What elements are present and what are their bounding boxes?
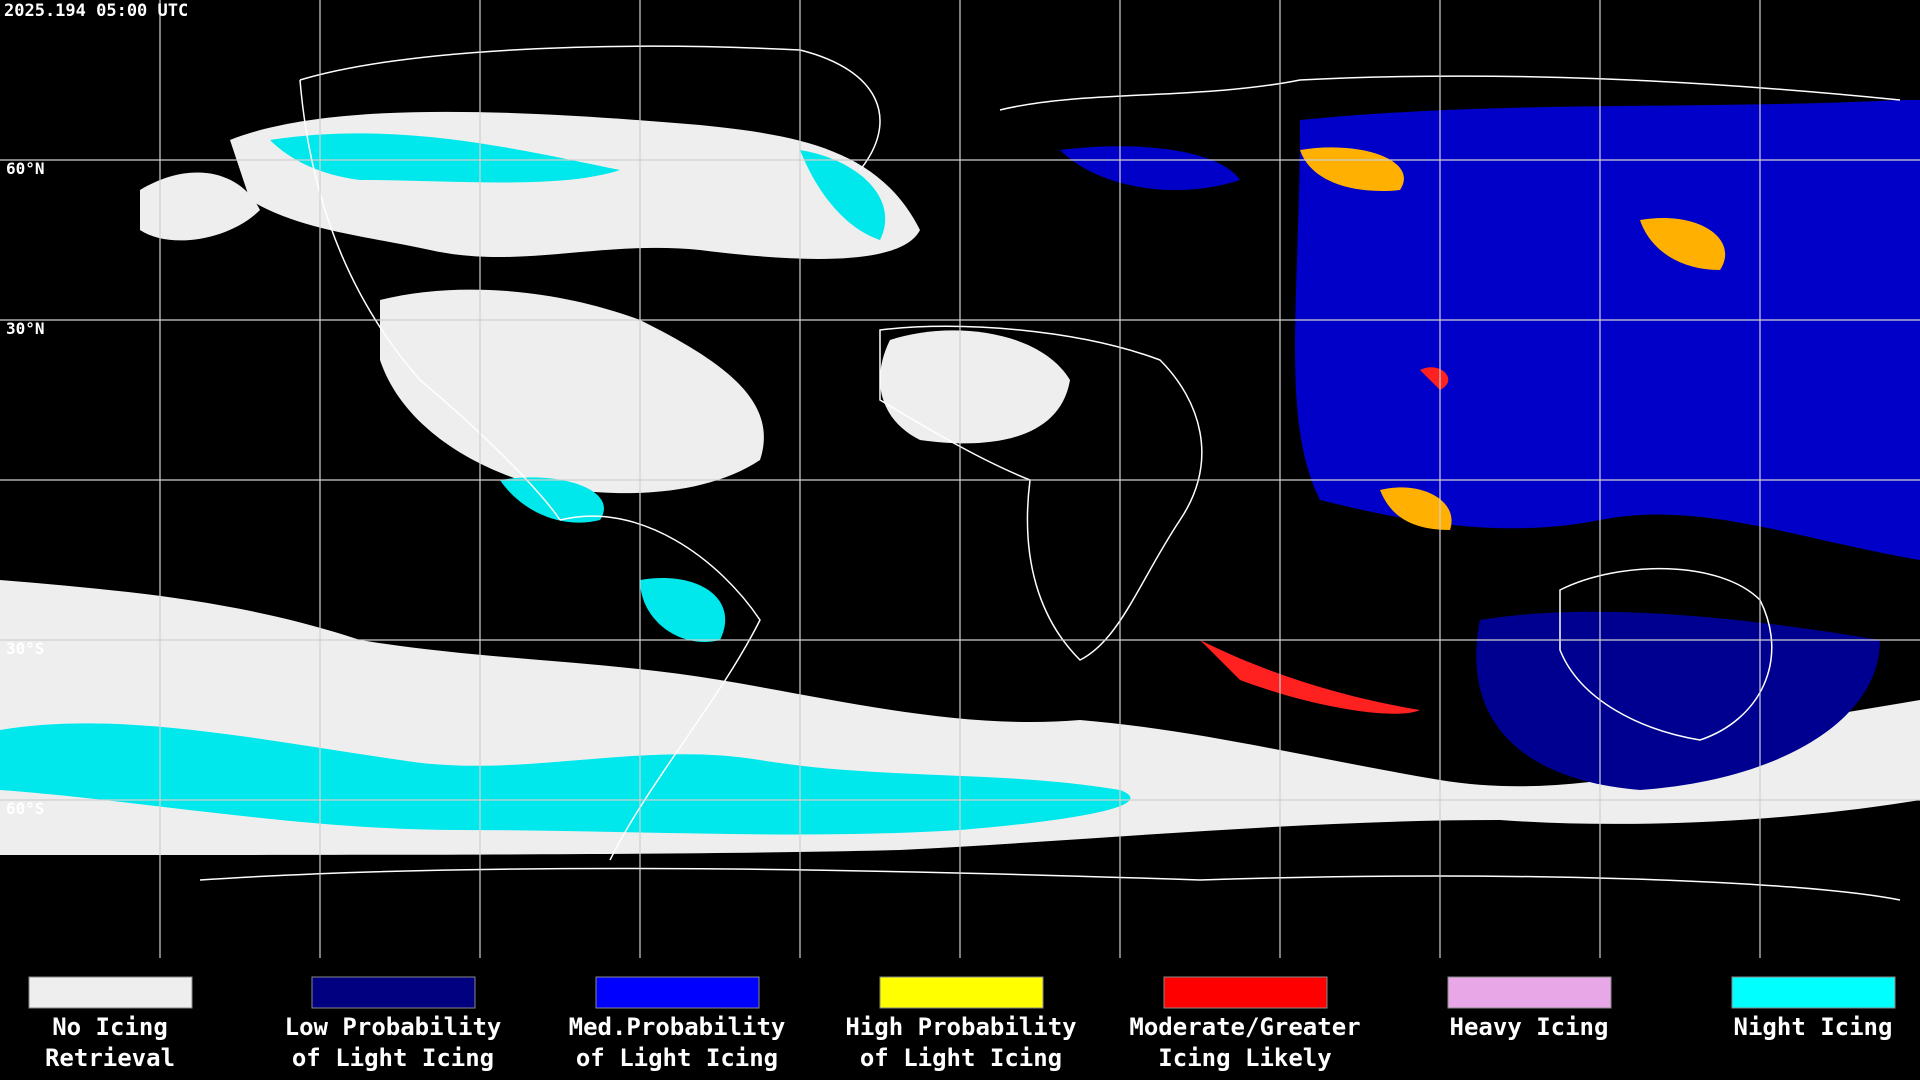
coastline [559,515,761,861]
cloud-no-icing [140,172,260,241]
cloud-night-icing [500,477,604,523]
legend-swatch [1163,976,1328,1009]
icing-medium [1295,100,1920,560]
legend-label: No Icing [52,1013,168,1041]
legend-label: of Light Icing [860,1044,1062,1072]
legend-swatch [28,976,193,1009]
cloud-night-icing [0,723,1131,835]
legend-swatch [595,976,760,1009]
icing-high [1300,147,1726,531]
coastline [879,75,1901,661]
coastlines [199,45,1901,901]
cloud-night-icing [270,133,620,183]
legend-label: Icing Likely [1158,1044,1331,1072]
legend-label: of Light Icing [292,1044,494,1072]
legend-label: Moderate/Greater [1129,1013,1360,1041]
legend-swatch [879,976,1044,1009]
latitude-label: 60°S [6,799,45,818]
legend-label: Heavy Icing [1450,1013,1609,1041]
legend-label: High Probability [845,1013,1076,1041]
cloud-night-icing [800,150,886,240]
icing-medium [1060,146,1240,190]
latitude-label: 60°N [6,159,45,178]
legend: No Icing Retrieval Low Probability of Light… [28,976,1896,1072]
icing-low [1476,611,1880,790]
graticule [0,0,1920,958]
latitude-label: 30°N [6,319,45,338]
legend-label: Night Icing [1734,1013,1893,1041]
legend-swatch [1447,976,1612,1009]
legend-swatch [311,976,476,1009]
cloud-no-icing [880,330,1070,444]
coastline [1559,567,1773,741]
latitude-label: 30°S [6,639,45,658]
legend-label: Retrieval [45,1044,175,1072]
coastline [299,45,881,521]
timestamp: 2025.194 05:00 UTC [4,1,188,21]
latitude-labels: 60°N 30°N 30°S 60°S [6,159,45,818]
legend-label: Low Probability [285,1013,502,1041]
legend-swatch [1731,976,1896,1009]
coastline [199,867,1901,901]
cloud-no-icing [380,289,764,494]
legend-label: of Light Icing [576,1044,778,1072]
legend-label: Med.Probability [569,1013,786,1041]
cloud-night-icing [640,578,726,642]
